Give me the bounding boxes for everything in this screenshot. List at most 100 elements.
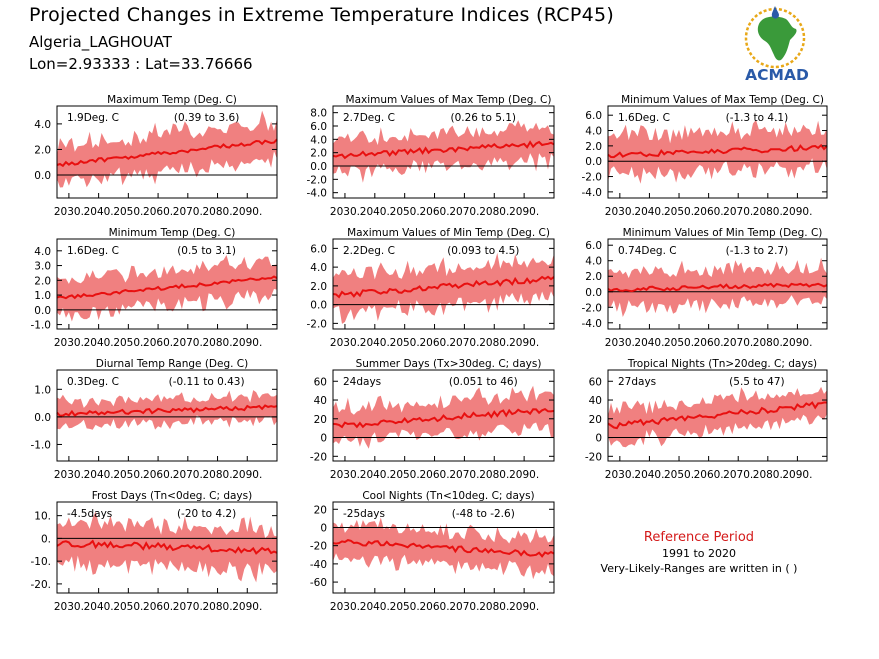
- y-tick-label: -60: [310, 577, 327, 589]
- y-tick-label: 0.0: [34, 412, 51, 424]
- x-tick-label: 2060.: [694, 469, 724, 481]
- median-line: [332, 539, 555, 558]
- chart-panel: 1.0 0.0 -1.0 2030. 2040. 2050. 2060. 2070. 2080.…: [31, 358, 278, 481]
- x-tick-label: 2060.: [420, 601, 450, 613]
- y-tick-label: -40: [310, 559, 327, 571]
- x-tick-label: 2040.: [84, 206, 114, 218]
- y-tick-label: 2.0: [34, 144, 51, 156]
- logo-text: ACMAD: [745, 66, 809, 84]
- plot-frame: [332, 105, 555, 199]
- y-tick-label: 1.0: [34, 290, 51, 302]
- x-tick-label: 2040.: [634, 206, 664, 218]
- x-tick-label: 2090.: [509, 469, 539, 481]
- y-tick-label: 4.0: [310, 262, 327, 274]
- y-tick-label: 0: [320, 433, 327, 445]
- location-label: Algeria_LAGHOUAT: [29, 33, 172, 51]
- x-tick-label: 2090.: [782, 469, 812, 481]
- x-tick-label: 2070.: [723, 337, 753, 349]
- y-tick-label: 60: [314, 376, 327, 388]
- y-tick-label: 0: [595, 433, 602, 445]
- likely-range-band: [333, 252, 554, 324]
- y-tick-label: 2.0: [34, 275, 51, 287]
- x-tick-label: 2080.: [479, 206, 509, 218]
- y-tick-label: 8.0: [310, 108, 327, 120]
- x-tick-label: 2030.: [330, 601, 360, 613]
- x-tick-label: 2050.: [390, 469, 420, 481]
- chart-panel: 10.0.-10.-20.2030. 2040. 2050. 2060. 2070. 20…: [31, 490, 278, 613]
- y-tick-label: 6.0: [585, 110, 602, 122]
- y-tick-label: 3.0: [34, 261, 51, 273]
- plot-frame: [607, 238, 828, 330]
- x-tick-label: 2080.: [203, 469, 233, 481]
- x-tick-label: 2030.: [54, 601, 84, 613]
- y-tick-label: 2.0: [585, 141, 602, 153]
- plot-frame: [56, 105, 278, 199]
- likely-range-band: [57, 390, 277, 430]
- y-tick-label: 0: [320, 522, 327, 534]
- likely-range-band: [333, 517, 554, 580]
- x-tick-label: 2090.: [232, 337, 262, 349]
- y-tick-label: -2.0: [582, 172, 603, 184]
- chart-summary: 24days: [343, 376, 381, 388]
- x-tick-label: 2070.: [449, 469, 479, 481]
- y-tick-label: 10.: [34, 511, 51, 523]
- chart-range: (-20 to 4.2): [177, 508, 236, 520]
- median-line: [56, 275, 278, 300]
- chart-range: (-1.3 to 2.7): [726, 245, 789, 257]
- y-tick-label: -1.0: [31, 439, 52, 451]
- x-tick-label: 2060.: [694, 337, 724, 349]
- x-tick-label: 2060.: [420, 337, 450, 349]
- median-line: [332, 407, 555, 429]
- chart-title: Cool Nights (Tn<10deg. C; days): [362, 490, 534, 502]
- x-tick-label: 2040.: [360, 337, 390, 349]
- chart-range: (0.051 to 46): [449, 376, 518, 388]
- x-tick-label: 2070.: [449, 601, 479, 613]
- y-tick-label: -4.0: [307, 188, 328, 200]
- chart-range: (5.5 to 47): [729, 376, 784, 388]
- x-tick-label: 2050.: [113, 601, 143, 613]
- median-line: [607, 282, 828, 293]
- chart-title: Summer Days (Tx>30deg. C; days): [356, 358, 542, 370]
- y-tick-label: 4.0: [34, 246, 51, 258]
- chart-range: (0.39 to 3.6): [174, 112, 240, 124]
- plot-frame: [332, 238, 555, 330]
- x-tick-label: 2050.: [664, 469, 694, 481]
- x-tick-label: 2030.: [330, 469, 360, 481]
- x-tick-label: 2050.: [390, 206, 420, 218]
- x-tick-label: 2050.: [113, 469, 143, 481]
- y-tick-label: 0.0: [34, 305, 51, 317]
- chart-title: Maximum Temp (Deg. C): [107, 94, 237, 106]
- chart-panel: 4.0 2.0 0.0 2030. 2040. 2050. 2060. 2070. 2080. 2…: [34, 94, 278, 218]
- likely-range-band: [608, 119, 827, 184]
- africa-map-logo-icon: ACMAD: [744, 6, 809, 84]
- median-line: [332, 140, 555, 160]
- x-tick-label: 2060.: [143, 469, 173, 481]
- y-tick-label: -1.0: [31, 320, 52, 332]
- chart-range: (-0.11 to 0.43): [169, 376, 245, 388]
- plot-frame: [332, 369, 555, 462]
- y-tick-label: 20: [589, 414, 602, 426]
- plot-frame: [607, 369, 828, 462]
- x-tick-label: 2060.: [420, 469, 450, 481]
- x-tick-label: 2030.: [54, 469, 84, 481]
- plot-frame: [332, 501, 555, 594]
- median-line: [56, 539, 278, 555]
- x-tick-label: 2080.: [203, 206, 233, 218]
- chart-title: Minimum Values of Min Temp (Deg. C): [623, 227, 823, 239]
- chart-range: (-1.3 to 4.1): [726, 112, 789, 124]
- chart-summary: 1.6Deg. C: [618, 112, 670, 124]
- median-line: [607, 401, 827, 430]
- y-tick-label: -4.0: [582, 318, 603, 330]
- x-tick-label: 2050.: [390, 337, 420, 349]
- y-tick-label: 4.0: [585, 126, 602, 138]
- chart-title: Tropical Nights (Tn>20deg. C; days): [627, 358, 817, 370]
- y-tick-label: 20: [314, 414, 327, 426]
- x-tick-label: 2030.: [605, 337, 635, 349]
- x-tick-label: 2030.: [605, 469, 635, 481]
- x-tick-label: 2060.: [143, 601, 173, 613]
- y-tick-label: 6.0: [310, 243, 327, 255]
